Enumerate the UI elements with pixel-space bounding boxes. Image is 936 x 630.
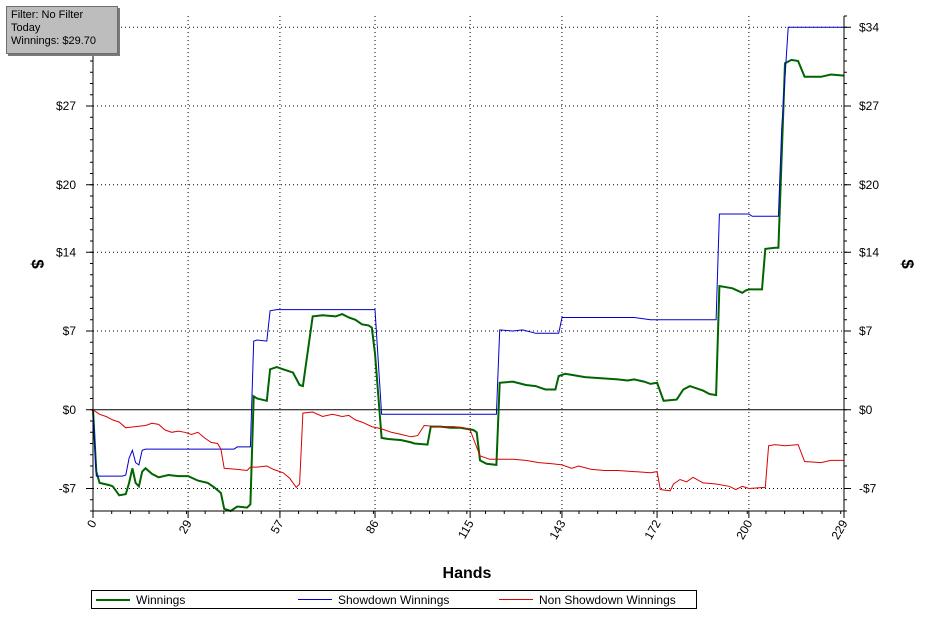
legend-label-non-showdown: Non Showdown Winnings bbox=[539, 592, 676, 607]
series-line-winnings bbox=[92, 58, 845, 513]
grid-lines bbox=[93, 16, 844, 511]
period-text: Today bbox=[11, 22, 41, 34]
y-tick-label-left: $20 bbox=[56, 178, 76, 192]
y-axis-label-left: $ bbox=[28, 259, 47, 269]
series-line-showdown-winnings bbox=[92, 26, 844, 477]
winnings-total-text: Winnings: $29.70 bbox=[11, 35, 96, 47]
legend-label-showdown: Showdown Winnings bbox=[338, 592, 450, 607]
info-box: Filter: No Filter Today Winnings: $29.70 bbox=[6, 6, 118, 54]
y-tick-label-right: $7 bbox=[859, 324, 873, 338]
chart-legend: Winnings Showdown Winnings Non Showdown … bbox=[91, 590, 697, 609]
y-tick-label-left: -$7 bbox=[59, 482, 77, 496]
y-tick-label-right: -$7 bbox=[859, 482, 877, 496]
x-tick-label: 57 bbox=[268, 517, 287, 536]
x-tick-label: 115 bbox=[455, 517, 477, 541]
x-tick-label: 229 bbox=[828, 517, 850, 542]
legend-label-winnings: Winnings bbox=[136, 592, 186, 607]
x-tick-label: 172 bbox=[642, 517, 664, 542]
legend-swatch-showdown bbox=[298, 599, 332, 600]
x-tick-label: 143 bbox=[546, 517, 568, 542]
y-tick-label-right: $20 bbox=[859, 178, 879, 192]
legend-swatch-non-showdown bbox=[499, 599, 533, 600]
axes: -$7-$7$0$0$7$7$14$14$20$20$27$27$34$3402… bbox=[56, 15, 879, 542]
y-tick-label-left: $7 bbox=[63, 324, 77, 338]
x-tick-label: 29 bbox=[176, 517, 195, 536]
y-tick-label-right: $34 bbox=[859, 20, 879, 34]
y-tick-label-right: $14 bbox=[859, 245, 879, 259]
x-axis-label: Hands bbox=[443, 565, 492, 582]
filter-text: Filter: No Filter bbox=[11, 9, 84, 21]
y-tick-label-left: $27 bbox=[56, 99, 76, 113]
y-tick-label-left: $0 bbox=[63, 403, 77, 417]
y-axis-label-right: $ bbox=[898, 259, 917, 269]
x-tick-label: 0 bbox=[84, 517, 100, 530]
series-line-non-showdown-winnings bbox=[92, 409, 844, 492]
legend-item-winnings: Winnings bbox=[96, 591, 185, 608]
legend-swatch-winnings bbox=[96, 598, 130, 601]
x-tick-label: 200 bbox=[733, 517, 755, 542]
x-tick-label: 86 bbox=[363, 517, 382, 536]
y-tick-label-right: $0 bbox=[859, 403, 873, 417]
series-lines bbox=[92, 26, 845, 513]
y-tick-label-right: $27 bbox=[859, 99, 879, 113]
legend-item-non-showdown: Non Showdown Winnings bbox=[499, 591, 676, 608]
y-tick-label-left: $14 bbox=[56, 245, 76, 259]
legend-item-showdown: Showdown Winnings bbox=[298, 591, 449, 608]
